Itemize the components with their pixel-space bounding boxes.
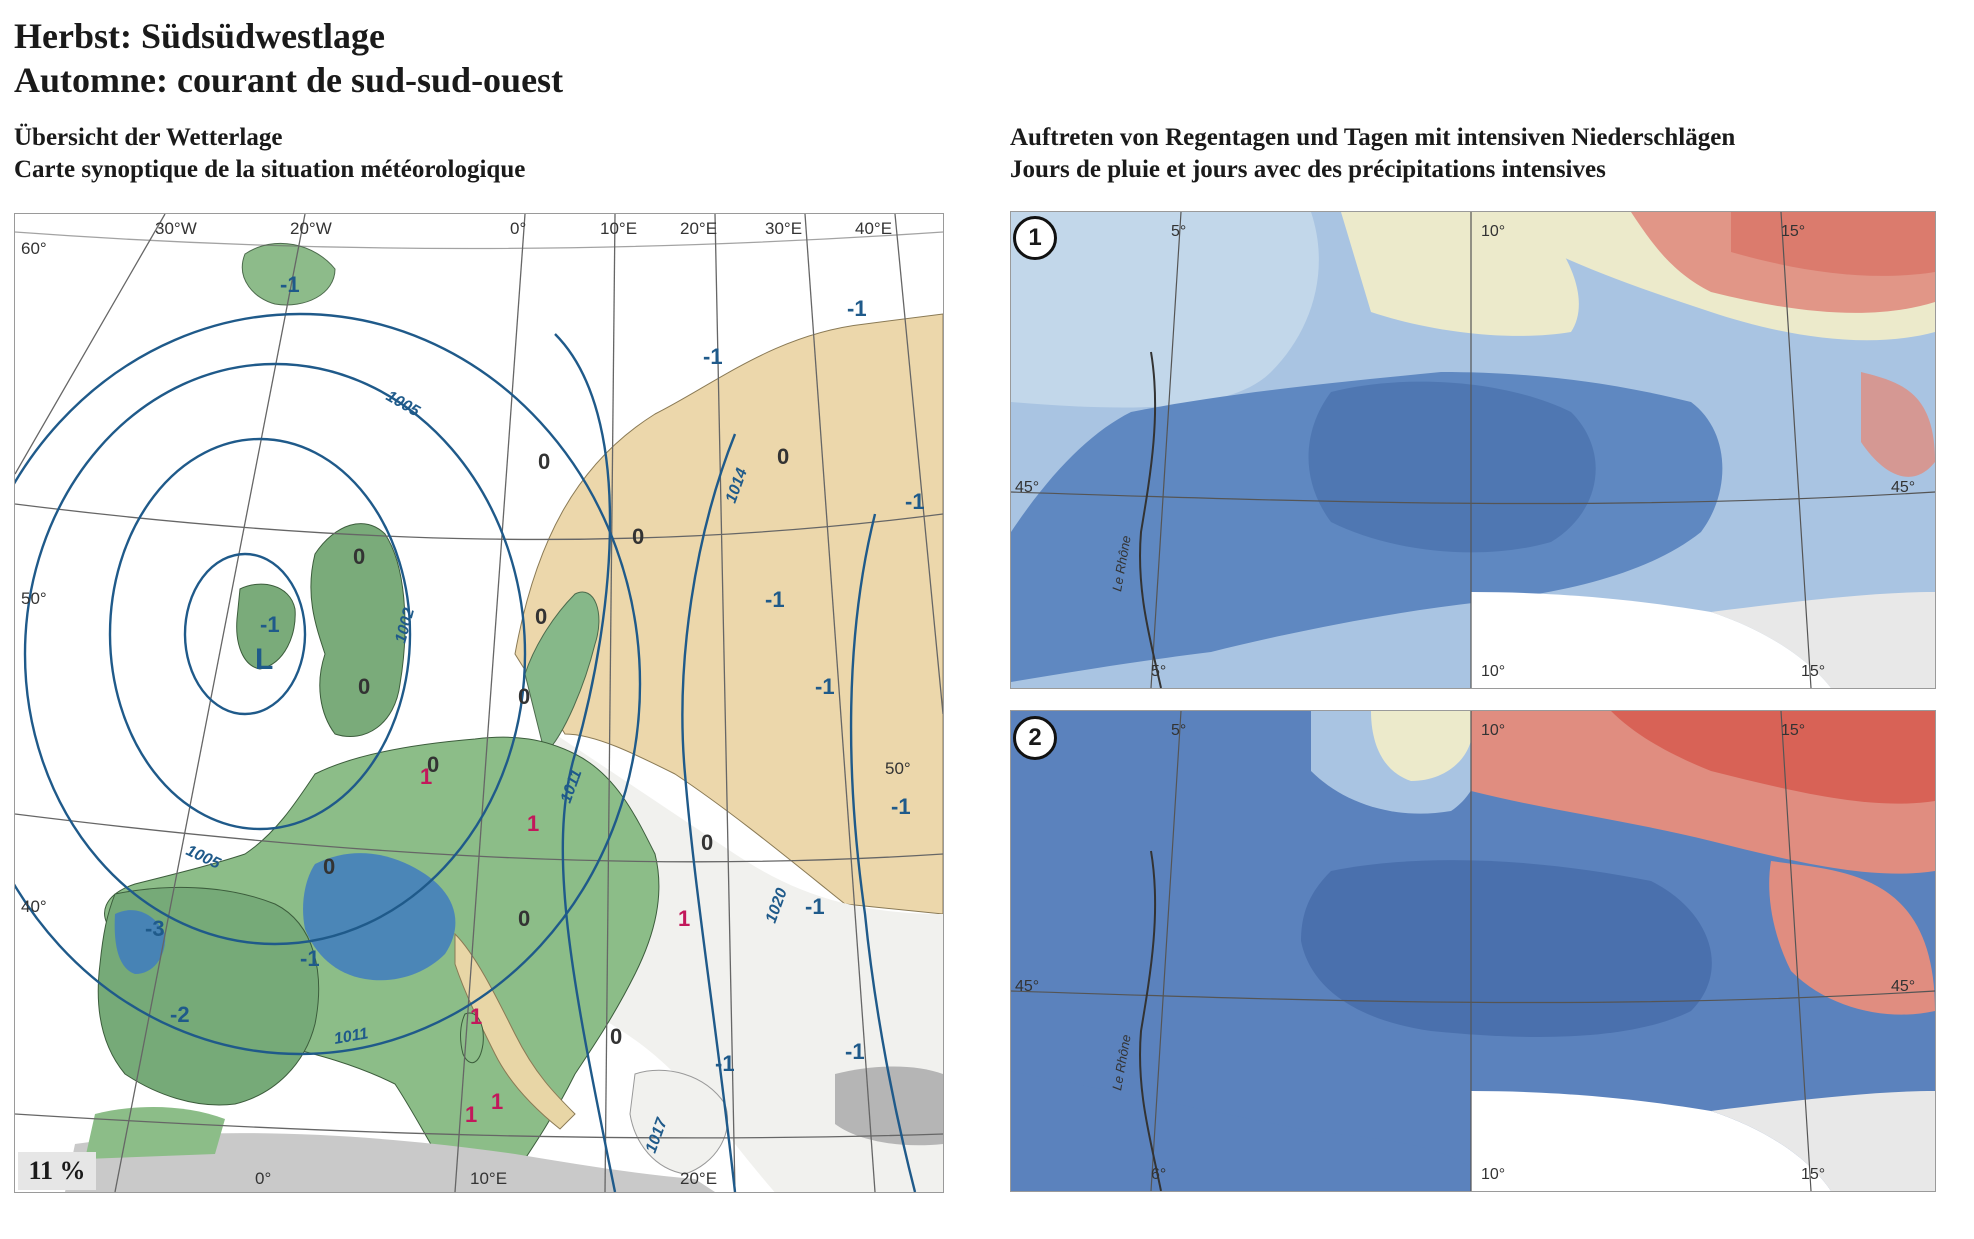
lon-label: 30°W [155,219,197,238]
lat-label: 60° [21,239,47,258]
low-pressure-center: L [255,643,273,676]
anomaly-value: 0 [535,604,547,629]
anomaly-value: 1 [527,811,539,836]
precip-map-2-svg: 5° 10° 15° 6° 10° 15° 45° 45° Le Rhône [1011,711,1935,1191]
anomaly-value: 0 [518,906,530,931]
anomaly-value: -3 [145,916,165,941]
anomaly-value: 1 [420,764,432,789]
lon-label: 5° [1171,722,1186,739]
synoptic-map: 1005 1002 1014 1011 1005 1011 1020 1017 … [14,213,944,1193]
anomaly-value: -1 [765,587,785,612]
anomaly-value: 1 [470,1004,482,1029]
right-subtitle-french: Jours de pluie et jours avec des précipi… [1010,156,1606,183]
title-french: Automne: courant de sud-sud-ouest [14,60,564,100]
anomaly-value: -1 [703,344,723,369]
lat-label: 45° [1015,479,1039,496]
anomaly-value: -1 [891,794,911,819]
anomaly-value: -1 [847,296,867,321]
synoptic-map-svg: 1005 1002 1014 1011 1005 1011 1020 1017 … [15,214,943,1192]
lon-label: 15° [1781,223,1805,240]
anomaly-value: -1 [715,1051,735,1076]
anomaly-value: 0 [427,752,439,777]
lon-label: 15° [1781,722,1805,739]
left-subtitle-german: Übersicht der Wetterlage [14,124,283,151]
map-number-badge: 1 [1013,216,1057,260]
anomaly-value: 0 [701,830,713,855]
lon-label: 10°E [470,1169,507,1188]
lon-label: 15° [1801,663,1825,680]
anomaly-value: -1 [905,489,925,514]
frequency-badge: 11 % [18,1152,96,1190]
anomaly-value: 0 [358,674,370,699]
lat-label: 50° [21,589,47,608]
anomaly-value: 1 [678,906,690,931]
anomaly-value: -2 [170,1002,190,1027]
lat-label: 45° [1015,978,1039,995]
lon-label: 40°E [855,219,892,238]
lon-label: 20°W [290,219,332,238]
title-german: Herbst: Südsüdwestlage [14,16,386,56]
lon-label: 0° [255,1169,271,1188]
precip-map-1-svg: 5° 10° 15° 5° 10° 15° 45° 45° Le Rhône [1011,212,1935,688]
anomaly-value: 1 [491,1089,503,1114]
lon-label: 5° [1151,663,1166,680]
map-number-badge: 2 [1013,716,1057,760]
anomaly-value: 0 [538,449,550,474]
anomaly-value: -1 [300,946,320,971]
anomaly-value: 0 [610,1024,622,1049]
lat-label: 45° [1891,978,1915,995]
anomaly-value: 0 [518,684,530,709]
lat-label: 45° [1891,479,1915,496]
anomaly-value: 0 [777,444,789,469]
isobar-label: 1011 [333,1025,370,1048]
anomaly-value: -1 [280,272,300,297]
lon-label: 10° [1481,1166,1505,1183]
anomaly-value: -1 [845,1039,865,1064]
anomaly-value: -1 [260,612,280,637]
precip-map-1: 5° 10° 15° 5° 10° 15° 45° 45° Le Rhône [1010,211,1936,689]
lat-label: 50° [885,759,911,778]
lon-label: 20°E [680,219,717,238]
lon-label: 5° [1171,223,1186,240]
lat-label: 40° [21,897,47,916]
right-subtitle-german: Auftreten von Regentagen und Tagen mit i… [1010,124,1736,151]
lon-label: 10° [1481,722,1505,739]
anomaly-value: 0 [353,544,365,569]
lon-label: 20°E [680,1169,717,1188]
left-subtitle-french: Carte synoptique de la situation météoro… [14,156,526,183]
lon-label: 10°E [600,219,637,238]
anomaly-value: 0 [632,524,644,549]
lon-label: 30°E [765,219,802,238]
anomaly-value: -1 [815,674,835,699]
lon-label: 0° [510,219,526,238]
anomaly-value: 1 [465,1102,477,1127]
lon-label: 6° [1151,1166,1166,1183]
precip-map-2: 5° 10° 15° 6° 10° 15° 45° 45° Le Rhône [1010,710,1936,1192]
anomaly-value: -1 [805,894,825,919]
anomaly-value: 0 [323,854,335,879]
lon-label: 10° [1481,223,1505,240]
lon-label: 15° [1801,1166,1825,1183]
lon-label: 10° [1481,663,1505,680]
